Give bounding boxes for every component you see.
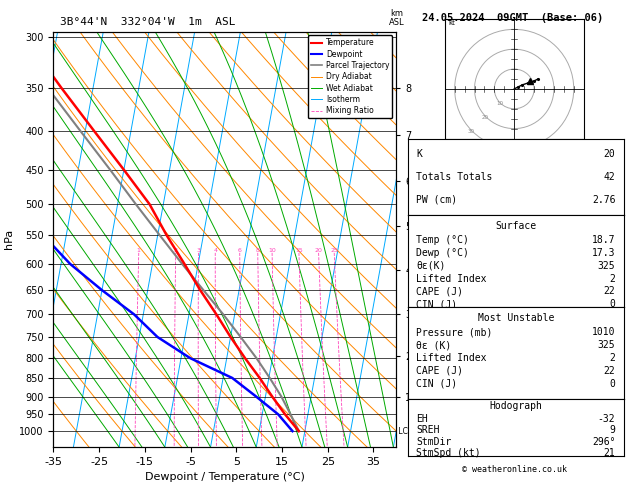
Text: 325: 325 [598,340,615,350]
Text: Totals Totals: Totals Totals [416,172,493,182]
Text: kt: kt [448,20,455,26]
Text: 10: 10 [496,101,503,105]
Text: CAPE (J): CAPE (J) [416,286,463,296]
Text: © weatheronline.co.uk: © weatheronline.co.uk [462,465,567,474]
Text: CAPE (J): CAPE (J) [416,366,463,376]
Legend: Temperature, Dewpoint, Parcel Trajectory, Dry Adiabat, Wet Adiabat, Isotherm, Mi: Temperature, Dewpoint, Parcel Trajectory… [308,35,392,118]
Text: 3B°44'N  332°04'W  1m  ASL: 3B°44'N 332°04'W 1m ASL [60,17,236,27]
Text: θε(K): θε(K) [416,260,445,271]
Text: 3: 3 [196,248,201,253]
Text: 2.76: 2.76 [592,195,615,205]
Text: km
ASL: km ASL [389,9,404,27]
Text: StmDir: StmDir [416,437,452,447]
Text: 4: 4 [213,248,217,253]
Text: Mixing Ratio (g/kg): Mixing Ratio (g/kg) [418,200,428,279]
Text: SREH: SREH [416,426,440,435]
Text: θε (K): θε (K) [416,340,452,350]
Text: 8: 8 [256,248,260,253]
Text: 10: 10 [268,248,276,253]
Text: 24.05.2024  09GMT  (Base: 06): 24.05.2024 09GMT (Base: 06) [422,13,603,23]
Text: 0: 0 [610,299,615,310]
Text: Most Unstable: Most Unstable [477,313,554,323]
Text: 325: 325 [598,260,615,271]
Text: 22: 22 [604,286,615,296]
Text: 296°: 296° [592,437,615,447]
Text: 9: 9 [610,426,615,435]
Text: PW (cm): PW (cm) [416,195,457,205]
Text: 2: 2 [174,248,177,253]
Text: 22: 22 [604,366,615,376]
Text: StmSpd (kt): StmSpd (kt) [416,448,481,458]
Text: 15: 15 [295,248,303,253]
Text: 0: 0 [610,379,615,389]
Text: CIN (J): CIN (J) [416,379,457,389]
Text: 18.7: 18.7 [592,235,615,245]
Text: 42: 42 [604,172,615,182]
Text: EH: EH [416,414,428,424]
Text: 17.3: 17.3 [592,248,615,258]
Text: 2: 2 [610,353,615,363]
Text: 21: 21 [604,448,615,458]
Text: 6: 6 [238,248,242,253]
Text: Temp (°C): Temp (°C) [416,235,469,245]
Text: 1: 1 [137,248,141,253]
Text: LCL: LCL [396,427,413,435]
Text: 2: 2 [610,274,615,283]
Text: 20: 20 [314,248,323,253]
Text: 1010: 1010 [592,327,615,337]
Text: 20: 20 [482,115,489,120]
Text: Surface: Surface [495,221,537,231]
X-axis label: Dewpoint / Temperature (°C): Dewpoint / Temperature (°C) [145,472,305,483]
Text: CIN (J): CIN (J) [416,299,457,310]
Text: Lifted Index: Lifted Index [416,274,487,283]
Text: Pressure (mb): Pressure (mb) [416,327,493,337]
Text: 30: 30 [468,129,475,134]
Text: Hodograph: Hodograph [489,401,542,411]
Text: K: K [416,149,422,159]
Text: Dewp (°C): Dewp (°C) [416,248,469,258]
Text: 20: 20 [604,149,615,159]
Text: Lifted Index: Lifted Index [416,353,487,363]
Y-axis label: hPa: hPa [4,229,14,249]
Text: -32: -32 [598,414,615,424]
Text: 25: 25 [330,248,338,253]
